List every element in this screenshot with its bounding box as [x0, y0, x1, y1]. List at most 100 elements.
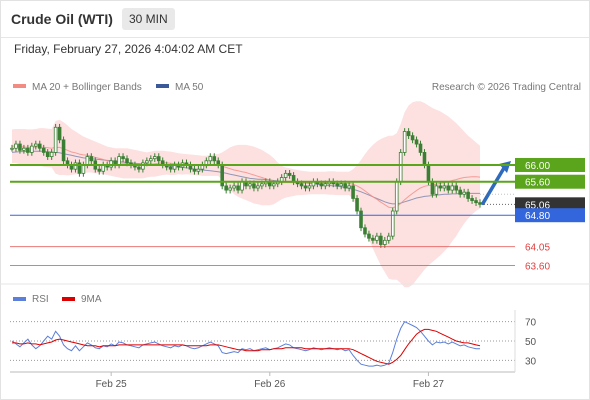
candle-body [125, 158, 129, 164]
candle-body [248, 183, 252, 187]
candle-body [256, 185, 260, 189]
candle-body [394, 181, 399, 212]
research-credit: Research © 2026 Trading Central [432, 82, 581, 93]
candle-body [390, 210, 395, 237]
x-tick-label: Feb 27 [413, 379, 445, 390]
candle-body [386, 235, 391, 241]
candle-body [402, 131, 407, 153]
candle-body [10, 147, 14, 150]
price-plot [10, 101, 511, 288]
support-level-label: 63.60 [525, 261, 550, 272]
candle-body [398, 152, 403, 183]
candle-body [212, 156, 217, 162]
ma20-legend-swatch [13, 84, 26, 88]
candle-body [37, 143, 42, 149]
candle-body [383, 239, 387, 245]
resistance-level-label: 65.60 [525, 178, 550, 189]
candle-body [77, 162, 82, 174]
candle-body [168, 166, 173, 170]
candle-body [149, 158, 153, 162]
candle-body [462, 191, 466, 195]
timeframe-badge[interactable]: 30 MIN [122, 8, 175, 30]
candle-body [470, 198, 474, 201]
candle-body [41, 147, 46, 153]
resistance-level-label: 66.00 [525, 161, 550, 172]
candle-body [343, 183, 347, 189]
candle-body [474, 200, 478, 204]
candle-body [220, 164, 225, 187]
candle-body [299, 183, 304, 187]
candle-body [236, 185, 240, 191]
candle-body [454, 185, 459, 191]
candle-body [252, 183, 256, 189]
pivot-level-tag [515, 208, 585, 223]
x-tick-label: Feb 25 [96, 379, 128, 390]
candle-body [271, 183, 276, 187]
candle-body [240, 181, 244, 191]
chart-datetime: Friday, February 27, 2026 4:04:02 AM CET [14, 42, 243, 56]
candle-body [319, 183, 324, 187]
candle-body [34, 143, 38, 147]
candle-body [152, 156, 157, 160]
candle-body [446, 185, 451, 191]
rsi-tick-label: 70 [525, 318, 537, 329]
candle-body [335, 183, 340, 187]
candle-body [109, 160, 113, 168]
candle-body [458, 189, 462, 195]
ma50-legend-swatch [156, 84, 169, 88]
candle-body [450, 185, 455, 191]
candle-body [406, 131, 411, 137]
candle-body [53, 126, 58, 153]
candle-body [30, 145, 34, 153]
candle-body [363, 227, 367, 235]
candle-body [371, 237, 375, 241]
candle-body [438, 185, 443, 189]
candle-body [283, 172, 288, 178]
ma9-legend-swatch [62, 297, 75, 301]
candle-body [81, 164, 86, 174]
candle-body [287, 172, 292, 176]
bollinger-band [12, 101, 480, 288]
candle-body [89, 156, 94, 162]
rsi-legend-swatch [13, 297, 26, 301]
x-axis: Feb 25 Feb 26 Feb 27 [96, 372, 445, 390]
candle-body [73, 162, 78, 170]
projection-arrow [481, 166, 506, 206]
ma9-legend-label: 9MA [81, 294, 102, 305]
candle-body [228, 187, 232, 191]
candle-body [426, 164, 431, 183]
candle-body [367, 233, 371, 239]
candle-body [196, 168, 201, 172]
candle-body [145, 160, 149, 164]
price-legend: MA 20 + Bollinger Bands MA 50 Research ©… [13, 82, 581, 93]
rsi-tick-label: 30 [525, 356, 537, 367]
rsi-legend: RSI 9MA [13, 294, 102, 305]
resistance-level-tag [515, 157, 585, 172]
candle-body [478, 202, 482, 205]
candle-body [121, 156, 125, 160]
candle-body [355, 198, 359, 212]
ma20-legend-label: MA 20 + Bollinger Bands [32, 82, 142, 93]
rsi-legend-label: RSI [32, 294, 49, 305]
candle-body [466, 191, 470, 199]
candle-body [117, 156, 121, 166]
current-level-label: 65.06 [525, 200, 550, 211]
candle-body [14, 143, 18, 149]
candle-body [359, 210, 363, 229]
resistance-level-tag [515, 174, 585, 189]
candle-body [307, 185, 312, 189]
candle-body [232, 185, 236, 189]
candle-body [57, 126, 62, 141]
candle-body [192, 168, 197, 172]
candle-body [26, 147, 30, 153]
chart-header: Crude Oil (WTI) 30 MIN [1, 1, 589, 38]
candle-body [303, 185, 308, 189]
candle-body [339, 183, 343, 187]
candle-body [97, 168, 102, 172]
support-level-label: 64.05 [525, 243, 550, 254]
candle-body [85, 156, 90, 166]
candle-body [260, 183, 264, 187]
